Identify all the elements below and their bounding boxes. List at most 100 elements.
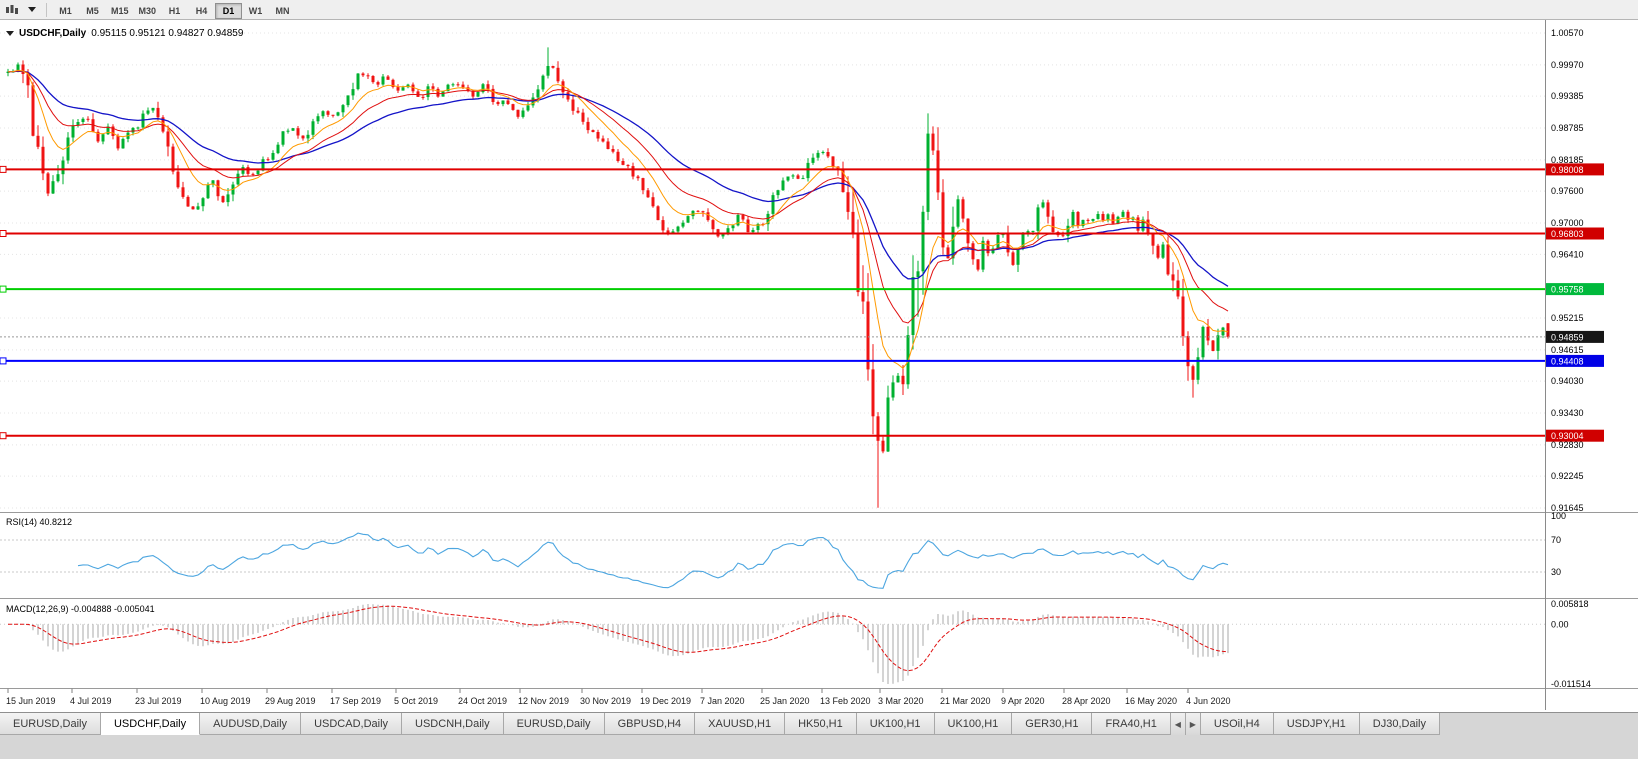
chart-tab-uk100-h1[interactable]: UK100,H1: [856, 713, 935, 735]
svg-text:29 Aug 2019: 29 Aug 2019: [265, 696, 316, 706]
line-handle[interactable]: [0, 285, 7, 293]
svg-text:0.96410: 0.96410: [1551, 249, 1584, 259]
chart-tab-usdcnh-daily[interactable]: USDCNH,Daily: [402, 713, 504, 735]
svg-text:0.94030: 0.94030: [1551, 376, 1584, 386]
svg-text:17 Sep 2019: 17 Sep 2019: [330, 696, 381, 706]
timeframe-mn-button[interactable]: MN: [269, 3, 296, 19]
svg-text:25 Jan 2020: 25 Jan 2020: [760, 696, 810, 706]
svg-text:5 Oct 2019: 5 Oct 2019: [394, 696, 438, 706]
svg-text:0.97000: 0.97000: [1551, 218, 1584, 228]
svg-text:0.93430: 0.93430: [1551, 408, 1584, 418]
chart-dropdown-icon[interactable]: [23, 2, 41, 18]
svg-text:3 Mar 2020: 3 Mar 2020: [878, 696, 924, 706]
svg-text:19 Dec 2019: 19 Dec 2019: [640, 696, 691, 706]
svg-text:100: 100: [1551, 511, 1566, 521]
candlesticks: [6, 47, 1230, 508]
chart-tab-audusd-daily[interactable]: AUDUSD,Daily: [200, 713, 302, 735]
chart-tab-ger30-h1[interactable]: GER30,H1: [1012, 713, 1093, 735]
chart-area: 0.98008 0.96803 0.95758 0.94859 0.94408 0.930…: [0, 20, 1638, 712]
svg-text:0.99385: 0.99385: [1551, 91, 1584, 101]
chart-tab-uk100-h1[interactable]: UK100,H1: [934, 713, 1013, 735]
timeframe-h4-button[interactable]: H4: [188, 3, 215, 19]
chart-tab-hk50-h1[interactable]: HK50,H1: [785, 713, 857, 735]
rsi-panel: [0, 532, 1545, 589]
svg-text:16 May 2020: 16 May 2020: [1125, 696, 1177, 706]
time-axis[interactable]: 15 Jun 2019 4 Jul 2019 23 Jul 2019 10 Aug 2…: [6, 688, 1231, 707]
timeframe-h1-button[interactable]: H1: [161, 3, 188, 19]
chart-canvas[interactable]: 0.98008 0.96803 0.95758 0.94859 0.94408 0.930…: [0, 20, 1638, 712]
svg-text:15 Jun 2019: 15 Jun 2019: [6, 696, 56, 706]
svg-text:21 Mar 2020: 21 Mar 2020: [940, 696, 991, 706]
svg-text:4 Jun 2020: 4 Jun 2020: [1186, 696, 1231, 706]
timeframe-toolbar: M1 M5 M15 M30 H1 H4 D1 W1 MN: [0, 0, 1638, 20]
tab-scroll-left-icon[interactable]: ◀: [1170, 713, 1186, 735]
chart-tab-gbpusd-h4[interactable]: GBPUSD,H4: [604, 713, 696, 735]
tab-scroll-right-icon[interactable]: ▶: [1185, 713, 1201, 735]
chart-tab-dj30-daily[interactable]: DJ30,Daily: [1359, 713, 1440, 735]
svg-text:23 Jul 2019: 23 Jul 2019: [135, 696, 182, 706]
chart-tab-eurusd-daily[interactable]: EURUSD,Daily: [0, 713, 101, 735]
chart-icon-glyph: [6, 4, 18, 14]
price-badge: [1546, 163, 1604, 176]
line-handle[interactable]: [0, 165, 7, 173]
timeframe-m5-button[interactable]: M5: [79, 3, 106, 19]
svg-text:0.94615: 0.94615: [1551, 345, 1584, 355]
svg-text:0.95215: 0.95215: [1551, 313, 1584, 323]
price-gridlines: [0, 32, 1545, 509]
timeframe-d1-button[interactable]: D1: [215, 2, 243, 19]
svg-text:4 Jul 2019: 4 Jul 2019: [70, 696, 112, 706]
svg-text:28 Apr 2020: 28 Apr 2020: [1062, 696, 1111, 706]
chart-quote: 0.95115 0.95121 0.94827 0.94859: [91, 28, 244, 39]
line-handle[interactable]: [0, 230, 7, 237]
svg-text:24 Oct 2019: 24 Oct 2019: [458, 696, 507, 706]
chart-background: [0, 20, 1638, 712]
symbol-dropdown-icon[interactable]: [6, 31, 14, 36]
svg-text:0.97600: 0.97600: [1551, 186, 1584, 196]
chart-tab-xauusd-h1[interactable]: XAUUSD,H1: [695, 713, 786, 735]
svg-text:7 Jan 2020: 7 Jan 2020: [700, 696, 745, 706]
timeframe-m30-button[interactable]: M30: [134, 3, 162, 19]
svg-text:0.98185: 0.98185: [1551, 155, 1584, 165]
chart-tab-eurusd-daily[interactable]: EURUSD,Daily: [503, 713, 605, 735]
svg-text:30: 30: [1551, 567, 1561, 577]
timeframe-buttons: M1 M5 M15 M30 H1 H4 D1 W1 MN: [52, 1, 296, 19]
chart-tab-usdcad-daily[interactable]: USDCAD,Daily: [301, 713, 403, 735]
svg-text:0.98008: 0.98008: [1551, 165, 1584, 175]
chart-tab-usdchf-daily[interactable]: USDCHF,Daily: [100, 713, 201, 735]
price-badge: [1546, 354, 1604, 367]
timeframe-w1-button[interactable]: W1: [242, 3, 269, 19]
svg-text:0.95758: 0.95758: [1551, 285, 1584, 295]
svg-text:0.94408: 0.94408: [1551, 356, 1584, 366]
line-handle[interactable]: [0, 357, 7, 365]
svg-text:10 Aug 2019: 10 Aug 2019: [200, 696, 251, 706]
svg-text:0.98785: 0.98785: [1551, 123, 1584, 133]
svg-text:-0.011514: -0.011514: [1551, 679, 1591, 689]
svg-text:0.96803: 0.96803: [1551, 229, 1584, 239]
chart-tab-fra40-h1[interactable]: FRA40,H1: [1092, 713, 1171, 735]
svg-text:0.93004: 0.93004: [1551, 431, 1584, 441]
chart-tab-usoil-h4[interactable]: USOil,H4: [1200, 713, 1274, 735]
rsi-line: [77, 532, 1229, 589]
horizontal-lines[interactable]: [0, 165, 1545, 440]
svg-text:0.00: 0.00: [1551, 619, 1569, 629]
svg-text:0.005818: 0.005818: [1551, 599, 1589, 609]
price-badge: [1546, 429, 1604, 442]
svg-text:0.92830: 0.92830: [1551, 440, 1584, 450]
line-handle[interactable]: [0, 432, 7, 440]
svg-text:0.91645: 0.91645: [1551, 503, 1584, 513]
timeframe-m15-button[interactable]: M15: [106, 3, 134, 19]
svg-text:0.94859: 0.94859: [1551, 332, 1584, 342]
toolbar-divider: [46, 2, 47, 17]
svg-text:13 Feb 2020: 13 Feb 2020: [820, 696, 871, 706]
svg-text:70: 70: [1551, 535, 1561, 545]
price-badge: [1546, 330, 1604, 343]
chart-icon[interactable]: [3, 2, 21, 18]
svg-text:30 Nov 2019: 30 Nov 2019: [580, 696, 631, 706]
svg-text:1.00570: 1.00570: [1551, 28, 1584, 38]
chart-tab-usdjpy-h1[interactable]: USDJPY,H1: [1273, 713, 1360, 735]
price-badge: [1546, 283, 1604, 296]
timeframe-m1-button[interactable]: M1: [52, 3, 79, 19]
price-axis[interactable]: 0.98008 0.96803 0.95758 0.94859 0.94408 0.930…: [1546, 163, 1604, 442]
chart-title: USDCHF,Daily 0.95115 0.95121 0.94827 0.9…: [6, 28, 243, 39]
macd-signal-line: [8, 605, 1229, 672]
